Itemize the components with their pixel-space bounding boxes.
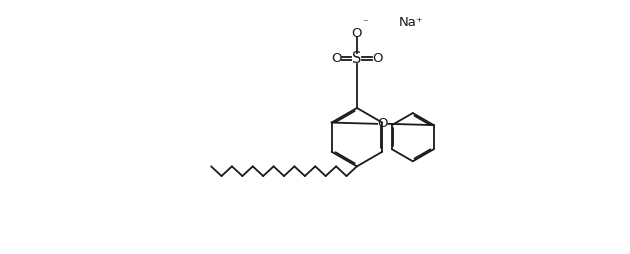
Text: O: O [377,117,388,130]
Text: ⁻: ⁻ [362,19,367,28]
Text: O: O [372,52,383,65]
Text: Na⁺: Na⁺ [399,16,424,29]
Text: O: O [331,52,341,65]
Text: O: O [352,26,362,40]
Text: S: S [352,51,362,66]
